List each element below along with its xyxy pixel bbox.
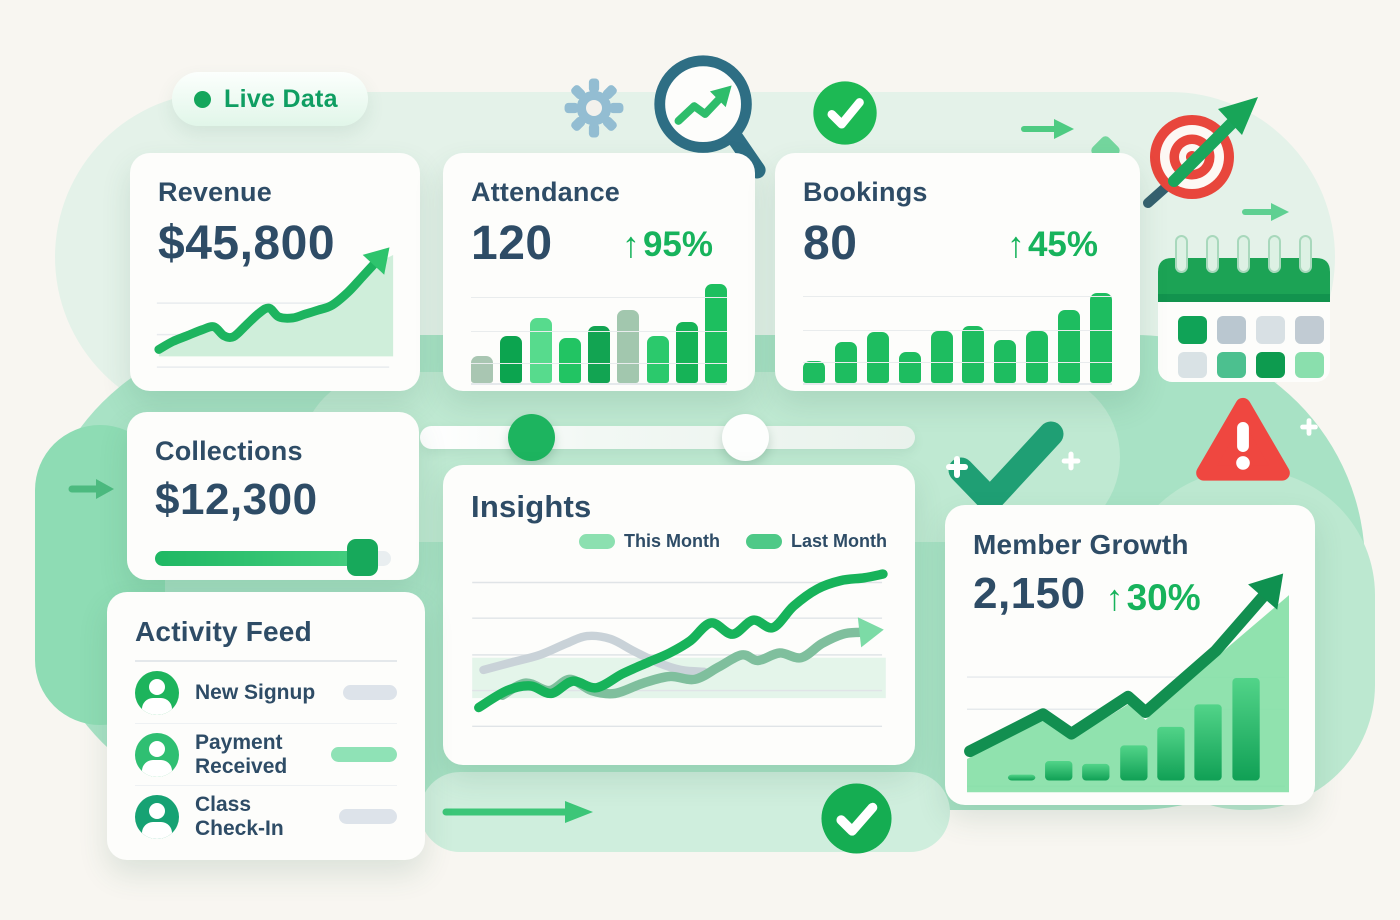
bar: [675, 321, 698, 383]
attendance-card: Attendance 120 ↑ 95%: [443, 153, 755, 391]
insights-card: Insights This Month Last Month: [443, 465, 915, 765]
revenue-title: Revenue: [158, 177, 272, 207]
activity-feed-list: New Signup Payment Received Class Check-In: [135, 662, 397, 847]
legend-swatch-icon: [579, 533, 616, 549]
activity-feed-row: Class Check-In: [135, 785, 397, 847]
legend-label: Last Month: [791, 530, 887, 551]
divider: [135, 660, 397, 662]
activity-feed-card: Activity Feed New Signup Payment Received…: [107, 592, 425, 860]
activity-value-pill: [331, 747, 397, 762]
arrow-right-icon: [442, 801, 593, 823]
bar: [529, 317, 552, 383]
bar: [471, 356, 493, 383]
attendance-delta: ↑ 95%: [621, 223, 713, 265]
live-dot-icon: [194, 90, 211, 108]
gear-icon: [564, 78, 624, 138]
activity-label: Payment Received: [195, 730, 288, 778]
legend-swatch-icon: [746, 533, 782, 549]
bar: [898, 352, 921, 383]
sparkle-icon: [1061, 451, 1081, 471]
bookings-card: Bookings 80 ↑ 45%: [775, 153, 1140, 391]
bar: [1058, 309, 1080, 383]
attendance-title: Attendance: [471, 177, 621, 207]
check-circle-icon: [821, 783, 892, 854]
insights-legend: This Month Last Month: [471, 529, 887, 553]
activity-label: New Signup: [195, 680, 316, 704]
bookings-value: 80: [803, 217, 858, 270]
bookings-title: Bookings: [803, 177, 928, 207]
activity-feed-row: Payment Received: [135, 723, 397, 785]
slider-handle-green[interactable]: [508, 414, 555, 461]
bar: [617, 309, 640, 383]
bar: [962, 325, 985, 383]
member-growth-value: 2,150: [973, 569, 1086, 618]
magnifier-trend-icon: [654, 55, 766, 179]
collections-title: Collections: [155, 436, 303, 466]
person-avatar-icon: [135, 670, 179, 715]
revenue-chart: [154, 247, 394, 368]
attendance-chart: [471, 281, 727, 385]
bookings-chart: [803, 281, 1112, 385]
revenue-card: Revenue $45,800: [130, 153, 420, 391]
person-avatar-icon: [135, 732, 179, 777]
sparkle-icon: [946, 456, 968, 478]
up-arrow-icon: ↑: [1105, 577, 1124, 618]
activity-feed-row: New Signup: [135, 662, 397, 723]
activity-value-pill: [339, 809, 397, 824]
bar: [588, 325, 610, 383]
collections-progress-fill: [155, 551, 363, 566]
bar: [834, 342, 857, 383]
collections-value: $12,300: [155, 475, 318, 524]
activity-label: Class Check-In: [195, 792, 284, 840]
arrow-right-icon: [1021, 119, 1074, 139]
bar: [1089, 293, 1112, 383]
insights-chart: [472, 569, 888, 728]
legend-label: This Month: [624, 530, 720, 551]
range-slider-track[interactable]: [420, 414, 915, 461]
live-data-label: Live Data: [224, 84, 338, 113]
member-growth-delta: ↑ 30%: [1105, 577, 1201, 618]
insights-title: Insights: [471, 489, 592, 524]
bar: [803, 360, 825, 383]
arrow-right-icon: [1242, 203, 1289, 221]
arrow-right-icon: [68, 479, 114, 499]
live-data-badge: Live Data: [172, 72, 368, 126]
big-check-icon: [948, 421, 1064, 513]
activity-feed-title: Activity Feed: [135, 616, 312, 647]
collections-card: Collections $12,300: [127, 412, 419, 580]
legend-item: Last Month: [746, 531, 887, 552]
collections-progress[interactable]: [155, 539, 391, 576]
up-arrow-icon: ↑: [621, 223, 640, 265]
activity-value-pill: [343, 685, 397, 700]
legend-item: This Month: [579, 531, 720, 552]
bar: [646, 336, 669, 383]
calendar-icon: [1158, 235, 1330, 382]
slider-handle-white[interactable]: [722, 414, 769, 461]
member-growth-title: Member Growth: [973, 529, 1189, 560]
target-arrow-icon: [1143, 97, 1258, 208]
bar: [500, 336, 523, 383]
sparkle-icon: [1300, 418, 1318, 436]
member-growth-chart: [964, 573, 1289, 793]
person-avatar-icon: [135, 794, 179, 839]
warning-triangle-icon: [1196, 397, 1290, 481]
attendance-value: 120: [471, 217, 553, 270]
bar: [558, 338, 581, 383]
member-growth-card: Member Growth 2,150 ↑ 30%: [945, 505, 1315, 805]
bar: [866, 332, 889, 383]
bar: [930, 330, 953, 383]
up-arrow-icon: ↑: [1006, 223, 1025, 265]
bar: [705, 284, 727, 383]
revenue-value: $45,800: [158, 217, 336, 270]
collections-progress-handle[interactable]: [346, 539, 378, 576]
bar: [1026, 330, 1049, 383]
check-circle-icon: [813, 81, 877, 145]
bookings-delta: ↑ 45%: [1006, 223, 1098, 265]
